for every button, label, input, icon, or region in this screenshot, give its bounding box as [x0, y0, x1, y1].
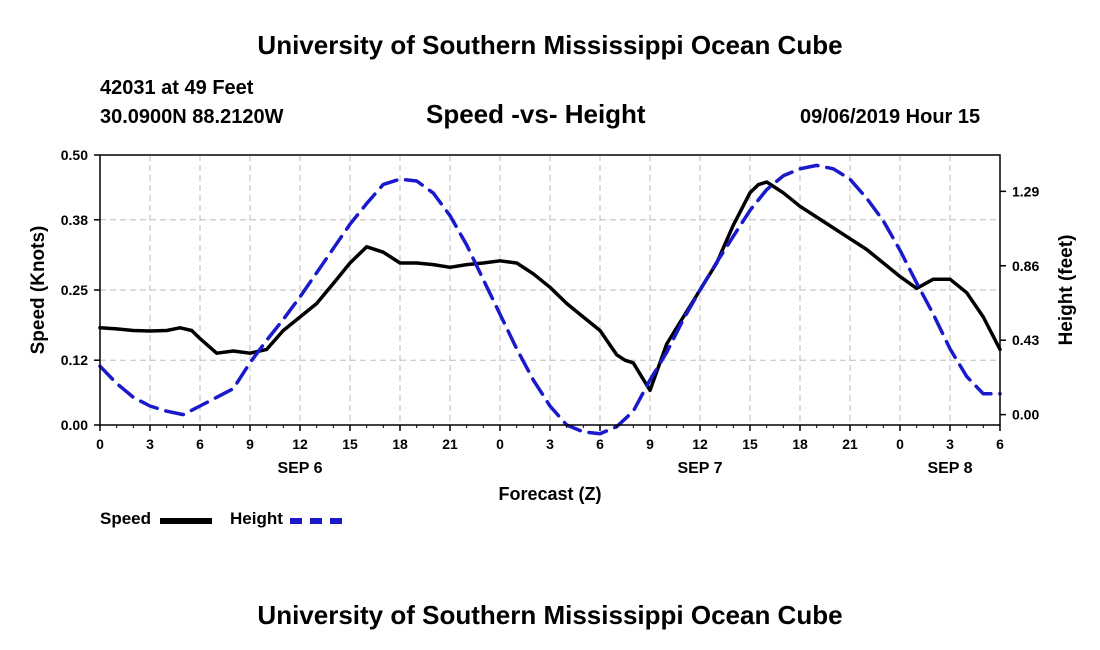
y-tick-label: 0.25: [61, 282, 88, 298]
x-tick-label: 0: [896, 436, 904, 452]
series-layer: [98, 163, 1002, 436]
x-tick-label: 0: [96, 436, 104, 452]
day-label: SEP 8: [927, 460, 972, 477]
x-tick-label: 15: [742, 436, 758, 452]
legend-height-swatch: [290, 518, 342, 524]
x-tick-label: 21: [442, 436, 458, 452]
x-tick-label: 3: [546, 436, 554, 452]
datetime-label: 09/06/2019 Hour 15: [800, 106, 981, 128]
day-label: SEP 7: [677, 460, 722, 477]
x-tick-label: 18: [392, 436, 408, 452]
x-tick-label: 6: [996, 436, 1004, 452]
y-right-tick-label: 1.29: [1012, 183, 1039, 199]
y-right-axis-title: Height (feet): [1056, 235, 1077, 346]
bottom-title: University of Southern Mississippi Ocean…: [257, 600, 843, 630]
x-tick-label: 9: [246, 436, 254, 452]
y-right-tick-label: 0.86: [1012, 258, 1039, 274]
y-axis-title: Speed (Knots): [28, 226, 49, 355]
axes: [94, 154, 1006, 431]
tick-labels: 0 3 6 9 12 15 18 21 0 3 6 9 12 15 18 21 0 3 6 SEP 6 SEP 7 SEP…: [28, 147, 1077, 504]
station-label: 42031 at 49 Feet: [100, 77, 254, 99]
legend-speed-swatch: [160, 518, 212, 524]
x-tick-label: 21: [842, 436, 858, 452]
x-axis-title: Forecast (Z): [498, 484, 601, 504]
chart-title: Speed -vs- Height: [426, 99, 646, 129]
x-tick-label: 0: [496, 436, 504, 452]
plot-frame: [99, 154, 1001, 426]
top-title: University of Southern Mississippi Ocean…: [257, 30, 843, 60]
day-label: SEP 6: [277, 460, 322, 477]
legend-height-label: Height: [230, 509, 283, 528]
y-tick-label: 0.50: [61, 147, 88, 163]
grid: [100, 155, 1000, 425]
y-right-tick-label: 0.43: [1012, 332, 1039, 348]
y-right-tick-label: 0.00: [1012, 407, 1039, 423]
series-speed-line: [98, 180, 1002, 393]
y-tick-label: 0.12: [61, 352, 88, 368]
x-tick-label: 12: [692, 436, 708, 452]
x-tick-label: 6: [596, 436, 604, 452]
location-label: 30.0900N 88.2120W: [100, 106, 284, 128]
y-tick-label: 0.00: [61, 417, 88, 433]
x-tick-label: 3: [146, 436, 154, 452]
x-tick-label: 6: [196, 436, 204, 452]
x-tick-label: 3: [946, 436, 954, 452]
x-tick-label: 9: [646, 436, 654, 452]
series-height-line: [98, 163, 1002, 436]
x-tick-label: 18: [792, 436, 808, 452]
x-tick-label: 12: [292, 436, 308, 452]
legend-speed-label: Speed: [100, 509, 152, 528]
x-tick-label: 15: [342, 436, 358, 452]
y-tick-label: 0.38: [61, 212, 88, 228]
